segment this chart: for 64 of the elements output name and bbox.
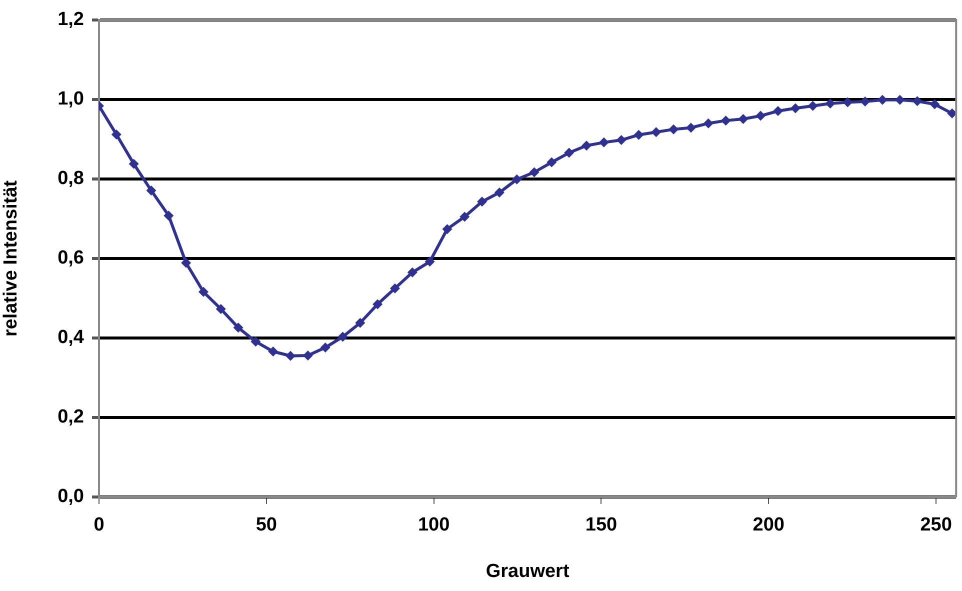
x-tick-label: 150 (585, 514, 618, 536)
point (338, 332, 348, 342)
point (668, 124, 679, 134)
point (947, 108, 956, 118)
point (581, 140, 592, 151)
point (720, 116, 731, 126)
point (442, 224, 452, 234)
point (268, 346, 278, 357)
point (460, 212, 470, 222)
point (372, 299, 383, 310)
x-tick-label: 50 (256, 514, 277, 536)
point (233, 322, 244, 333)
point (407, 267, 418, 278)
point (216, 304, 226, 314)
point (894, 94, 905, 105)
point (738, 114, 748, 124)
y-tick-label: 0,6 (58, 248, 84, 269)
point (512, 174, 522, 184)
point (529, 167, 540, 178)
point (790, 103, 800, 114)
point (546, 157, 557, 168)
x-tick-label: 100 (418, 514, 450, 536)
point (320, 342, 330, 353)
point (598, 137, 609, 148)
point (111, 129, 122, 140)
point (198, 286, 208, 297)
point (808, 100, 818, 111)
point (390, 283, 400, 294)
point (146, 186, 156, 196)
y-tick-label: 0,8 (58, 168, 84, 190)
x-tick-label: 0 (94, 514, 104, 536)
point (286, 350, 296, 361)
point (912, 96, 922, 106)
point (616, 135, 626, 146)
y-tick-label: 1,2 (58, 9, 84, 30)
point (634, 130, 644, 140)
y-tick-label: 0,2 (58, 406, 84, 428)
point (181, 258, 192, 268)
point (494, 188, 504, 198)
y-tick-label: 1,0 (58, 88, 84, 110)
y-tick-label: 0,0 (58, 486, 84, 508)
y-tick-label: 0,4 (58, 327, 84, 348)
point (756, 110, 766, 121)
point (930, 99, 940, 110)
point (773, 106, 783, 116)
point (686, 122, 696, 133)
point (477, 196, 488, 207)
point (842, 97, 853, 108)
point (164, 210, 174, 221)
y-axis-title: relative Intensität (0, 180, 22, 337)
x-tick-label: 200 (752, 514, 784, 536)
point (564, 148, 574, 158)
point (424, 256, 435, 267)
point (877, 94, 888, 105)
point (250, 336, 261, 347)
point (651, 127, 662, 138)
point (703, 118, 714, 128)
x-axis-title: Grauwert (486, 560, 570, 582)
point (302, 350, 313, 360)
point (355, 318, 366, 328)
point (860, 96, 870, 106)
point (128, 158, 139, 169)
point (825, 98, 836, 108)
x-tick-label: 250 (920, 514, 952, 536)
